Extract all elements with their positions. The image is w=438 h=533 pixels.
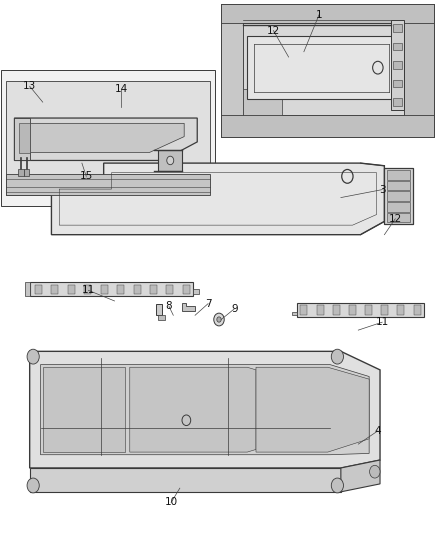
Polygon shape (393, 43, 402, 50)
Text: 14: 14 (114, 84, 128, 94)
Polygon shape (68, 285, 75, 294)
Polygon shape (117, 285, 124, 294)
Circle shape (214, 313, 224, 326)
Polygon shape (243, 22, 404, 115)
Text: 11: 11 (375, 317, 389, 327)
Circle shape (331, 478, 343, 493)
Polygon shape (28, 123, 184, 152)
Polygon shape (30, 468, 341, 492)
Polygon shape (193, 289, 199, 294)
Polygon shape (221, 4, 243, 136)
Polygon shape (404, 4, 434, 136)
Polygon shape (130, 367, 256, 452)
Polygon shape (51, 285, 58, 294)
Polygon shape (243, 89, 282, 115)
Polygon shape (6, 174, 210, 195)
Circle shape (370, 465, 380, 478)
Polygon shape (300, 305, 307, 315)
Polygon shape (387, 213, 410, 222)
Polygon shape (1, 70, 215, 206)
Polygon shape (341, 460, 380, 492)
Polygon shape (30, 282, 193, 296)
Polygon shape (150, 285, 157, 294)
Polygon shape (35, 285, 42, 294)
Polygon shape (365, 305, 372, 315)
Text: 12: 12 (389, 214, 402, 224)
Text: 4: 4 (374, 426, 381, 436)
Polygon shape (19, 123, 30, 152)
Polygon shape (381, 305, 388, 315)
Text: 9: 9 (231, 304, 237, 314)
Polygon shape (84, 285, 91, 294)
Circle shape (217, 317, 221, 322)
Polygon shape (24, 169, 29, 176)
Polygon shape (387, 202, 410, 212)
Polygon shape (43, 367, 125, 452)
Polygon shape (393, 24, 402, 31)
Circle shape (27, 349, 39, 364)
Polygon shape (14, 118, 197, 160)
Polygon shape (41, 365, 369, 455)
Polygon shape (387, 181, 410, 190)
Polygon shape (18, 169, 24, 176)
Polygon shape (221, 4, 434, 136)
Text: 7: 7 (205, 298, 212, 309)
Polygon shape (297, 303, 424, 317)
Text: 1: 1 (316, 10, 322, 20)
Polygon shape (221, 115, 434, 136)
Circle shape (167, 156, 174, 165)
Circle shape (331, 349, 343, 364)
Polygon shape (101, 285, 108, 294)
Polygon shape (134, 285, 141, 294)
Text: 13: 13 (23, 81, 36, 91)
Text: 10: 10 (165, 497, 178, 507)
Circle shape (27, 478, 39, 493)
Text: 15: 15 (80, 172, 93, 181)
Polygon shape (397, 305, 404, 315)
Polygon shape (387, 170, 410, 180)
Polygon shape (247, 36, 395, 100)
Polygon shape (385, 168, 413, 224)
Polygon shape (317, 305, 324, 315)
Polygon shape (393, 61, 402, 69)
Polygon shape (51, 163, 385, 235)
Text: 3: 3 (379, 184, 385, 195)
Polygon shape (158, 316, 165, 319)
Polygon shape (256, 367, 369, 452)
Polygon shape (349, 305, 356, 315)
Polygon shape (158, 150, 182, 171)
Polygon shape (393, 80, 402, 87)
Polygon shape (221, 4, 434, 22)
Polygon shape (183, 285, 190, 294)
Polygon shape (333, 305, 340, 315)
Polygon shape (292, 312, 297, 316)
Polygon shape (393, 99, 402, 106)
Polygon shape (166, 285, 173, 294)
Polygon shape (6, 81, 210, 195)
Text: 8: 8 (166, 301, 172, 311)
Text: 12: 12 (267, 26, 280, 36)
Polygon shape (14, 118, 30, 160)
Polygon shape (387, 191, 410, 201)
Polygon shape (413, 305, 420, 315)
Polygon shape (391, 20, 404, 110)
Polygon shape (30, 351, 380, 468)
Text: 11: 11 (82, 285, 95, 295)
Polygon shape (156, 304, 162, 316)
Polygon shape (25, 282, 30, 296)
Polygon shape (182, 303, 195, 311)
